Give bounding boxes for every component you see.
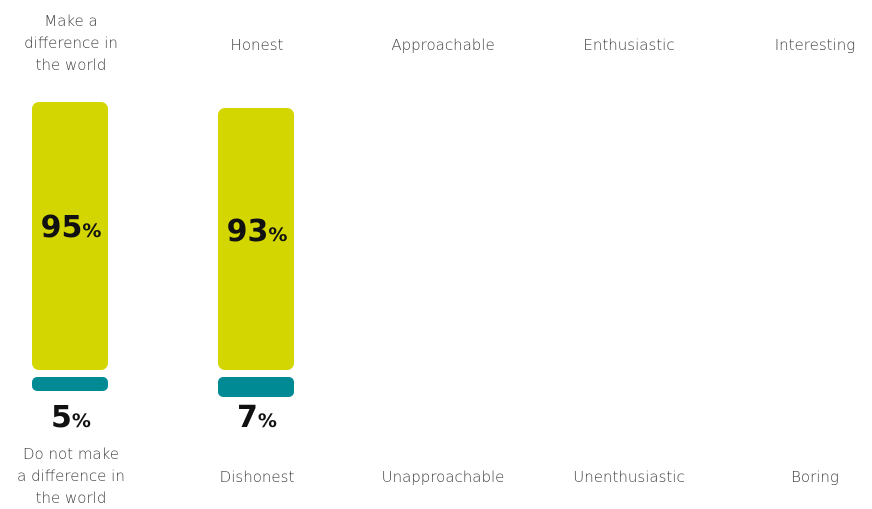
negative-label: Unapproachable [368, 466, 518, 488]
negative-label-line: Do not make [22, 445, 119, 463]
negative-label: Unenthusiastic [554, 466, 704, 488]
negative-label-line: Boring [791, 468, 839, 486]
positive-label-line: difference in [24, 34, 118, 52]
percent-sign: % [257, 410, 277, 432]
percent-sign: % [82, 220, 102, 242]
positive-value-number: 95 [40, 210, 83, 245]
negative-label: Boring [740, 466, 872, 488]
positive-label-line: Make a [44, 12, 98, 30]
category-column: Enthusiastic Unenthusiastic [554, 0, 704, 509]
negative-label-line: a difference in [17, 467, 125, 485]
category-column: Interesting Boring [740, 0, 872, 509]
positive-label: Make a difference in the world [0, 10, 146, 76]
positive-label-line: the world [35, 56, 107, 74]
positive-label: Approachable [368, 34, 518, 56]
negative-label-line: the world [35, 489, 107, 507]
negative-label-line: Unapproachable [381, 468, 505, 486]
category-column: Honest Dishonest 93% 7% [182, 0, 332, 509]
positive-label-line: Enthusiastic [583, 36, 675, 54]
positive-label: Honest [182, 34, 332, 56]
positive-bar [218, 108, 294, 370]
positive-label: Interesting [740, 34, 872, 56]
positive-label: Enthusiastic [554, 34, 704, 56]
positive-label-line: Honest [230, 36, 284, 54]
negative-label: Do not make a difference in the world [0, 443, 146, 509]
positive-value-label: 95% [0, 210, 146, 245]
negative-value-number: 5 [51, 400, 72, 435]
negative-label: Dishonest [182, 466, 332, 488]
positive-label-line: Approachable [391, 36, 495, 54]
positive-value-number: 93 [226, 214, 269, 249]
negative-value-number: 7 [237, 400, 258, 435]
positive-label-line: Interesting [774, 36, 856, 54]
negative-value-label: 5% [0, 400, 146, 435]
negative-value-label: 7% [182, 400, 332, 435]
percent-sign: % [268, 224, 288, 246]
negative-label-line: Dishonest [219, 468, 295, 486]
negative-bar [218, 377, 294, 397]
positive-value-label: 93% [182, 214, 332, 249]
positive-bar [32, 102, 108, 370]
percent-sign: % [71, 410, 91, 432]
negative-bar [32, 377, 108, 391]
category-column: Make a difference in the world Do not make a… [0, 0, 146, 509]
negative-label-line: Unenthusiastic [573, 468, 685, 486]
category-column: Approachable Unapproachable [368, 0, 518, 509]
